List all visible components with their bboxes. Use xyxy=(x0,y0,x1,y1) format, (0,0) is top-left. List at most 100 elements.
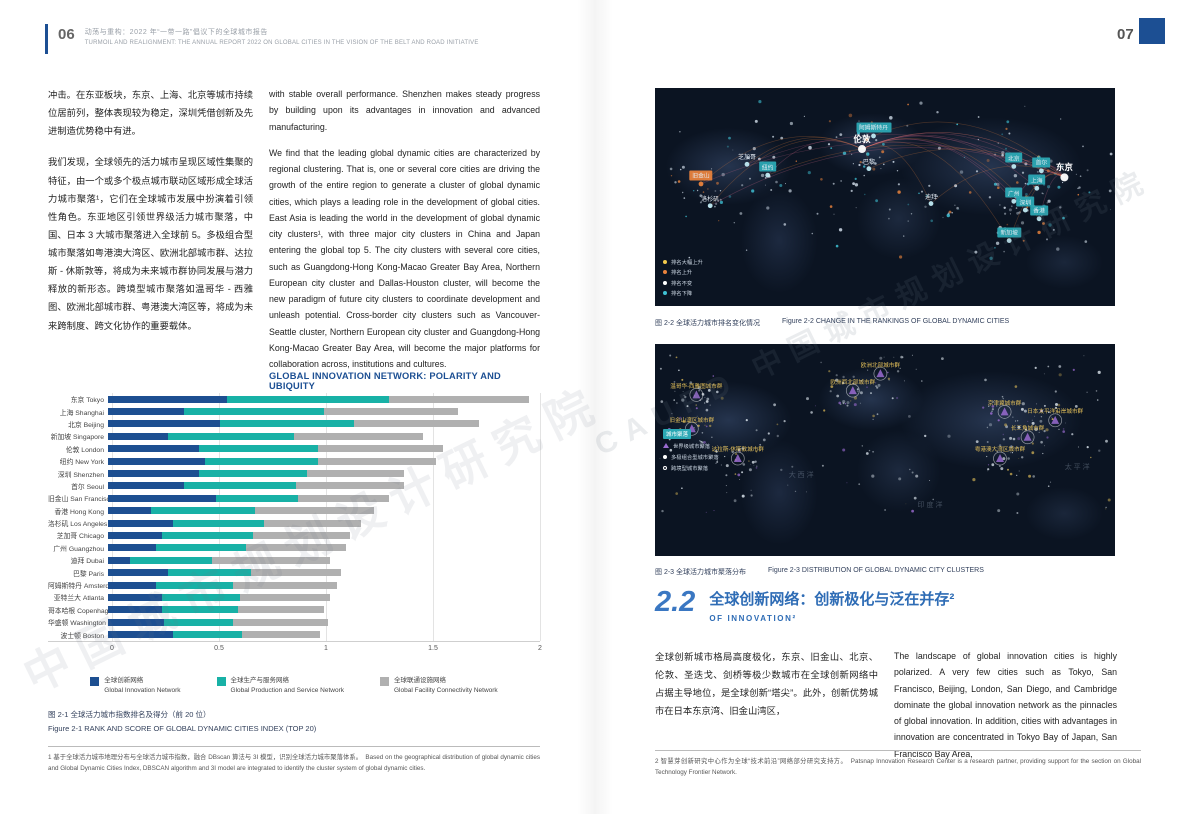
map-cluster-label: 欧洲西北部城市群 xyxy=(830,379,876,386)
bar-segment xyxy=(108,457,206,465)
caption-en: Figure 2-3 DISTRIBUTION OF GLOBAL DYNAMI… xyxy=(768,567,984,574)
map-cluster-label: 粤港澳大湾区城市群 xyxy=(974,447,1026,454)
bar-segment xyxy=(108,395,227,403)
legend-item: 全球生产与服务网络 Global Production and Service N… xyxy=(216,676,344,696)
bar-segment xyxy=(108,470,199,478)
map-cluster-label: 旧金山湾区城市群 xyxy=(669,417,715,424)
gridline xyxy=(112,393,113,641)
legend-swatch xyxy=(90,677,100,686)
map-city-label: 纽约 xyxy=(758,161,777,172)
bar-segment xyxy=(306,470,404,478)
bar-segment xyxy=(108,482,184,490)
stacked-bar xyxy=(108,618,540,626)
bar-segment xyxy=(298,494,389,502)
corner-decoration xyxy=(1139,18,1165,44)
chinese-column: 冲击。在东亚板块，东京、上海、北京等城市持续位居前列，整体表现较为稳定，深圳凭借… xyxy=(48,86,253,373)
bar-segment xyxy=(108,507,152,515)
figure-2-1-chart: 东京 Tokyo 上海 Shanghai 北京 Beijing 新加坡 Singapo… xyxy=(48,393,542,656)
section-number: 2.2 xyxy=(655,586,696,618)
chart-category-label: 首尔 Seoul xyxy=(71,483,104,491)
paragraph: We find that the leading global dynamic … xyxy=(269,147,540,370)
map-cluster-label: 长三角城市群 xyxy=(1010,426,1045,433)
chart-category-label: 巴黎 Paris xyxy=(73,570,104,578)
map-legend-item: 排名不变 xyxy=(663,279,703,287)
bar-segment xyxy=(198,470,307,478)
chart-category-label: 东京 Tokyo xyxy=(70,397,104,405)
bar-segment xyxy=(168,569,251,577)
figure-2-1-caption: 图 2-1 全球活力城市指数排名及得分（前 20 位） Figure 2-1 R… xyxy=(48,708,316,737)
map-legend: 排名大幅上升 排名上升 排名不变 排名下降 xyxy=(663,258,703,297)
caption-zh: 图 2-3 全球活力城市聚落分布 xyxy=(655,569,747,576)
chart-row: 哥本哈根 Copenhagen xyxy=(48,604,540,616)
map-cluster-label: 达拉斯-休斯敦城市群 xyxy=(711,447,764,454)
legend-item: 全球联通设施网络 Global Facility Connectivity Net… xyxy=(380,676,498,696)
chart-category-label: 哥本哈根 Copenhagen xyxy=(48,607,117,615)
map-continents xyxy=(655,344,1115,556)
bar-segment xyxy=(323,408,458,416)
chart-row: 芝加哥 Chicago xyxy=(48,529,540,541)
map-legend-item: 排名下降 xyxy=(663,289,703,297)
legend-label: 全球联通设施网络 Global Facility Connectivity Net… xyxy=(394,677,498,694)
bar-segment xyxy=(254,507,374,515)
stacked-bar xyxy=(108,531,540,539)
map-cluster-label: 京津冀城市群 xyxy=(987,400,1022,407)
report-title-en: TURMOIL AND REALIGNMENT: THE ANNUAL REPO… xyxy=(84,40,479,46)
chart-row: 首尔 Seoul xyxy=(48,480,540,492)
bar-segment xyxy=(250,569,342,577)
stacked-bar xyxy=(108,593,540,601)
bar-segment xyxy=(172,519,264,527)
chart-category-label: 新加坡 Singapore xyxy=(50,434,104,442)
map-city-label: 上海 xyxy=(1027,174,1046,185)
map-legend-item: 跨境型城市聚落 xyxy=(663,464,719,472)
map-city-label: 迪拜 xyxy=(924,194,938,201)
map-cluster-label: 欧洲北部城市群 xyxy=(860,362,900,369)
map-city-label: 广州 xyxy=(1004,187,1023,198)
chart-row: 迪拜 Dubai xyxy=(48,554,540,566)
map-city-label: 深圳 xyxy=(1016,196,1035,207)
x-tick-label: 1 xyxy=(324,644,328,652)
chart-row: 阿姆斯特丹 Amsterdam xyxy=(48,579,540,591)
stacked-bar xyxy=(108,569,540,577)
stacked-bar xyxy=(108,544,540,552)
body-text: 冲击。在东亚板块，东京、上海、北京等城市持续位居前列，整体表现较为稳定，深圳凭借… xyxy=(48,86,540,373)
ocean-label: 大西洋 xyxy=(788,472,816,480)
page-number: 06 xyxy=(58,26,75,43)
bar-segment xyxy=(164,618,234,626)
stacked-bar xyxy=(108,581,540,589)
figure-2-2-caption: 图 2-2 全球活力城市排名变化情况 Figure 2-2 CHANGE IN … xyxy=(655,318,1009,328)
stacked-bar xyxy=(108,457,540,465)
chart-rows: 东京 Tokyo 上海 Shanghai 北京 Beijing 新加坡 Singapo… xyxy=(48,393,540,641)
map-city-label: 洛杉矶 xyxy=(701,196,720,203)
bar-segment xyxy=(172,631,242,639)
legend-label: 全球创新网络 Global Innovation Network xyxy=(104,677,181,694)
bar-segment xyxy=(108,432,169,440)
bar-segment xyxy=(388,395,530,403)
report-title-zh: 动荡与重构：2022 年“一带一路”倡议下的全球城市报告 xyxy=(84,29,268,36)
bar-segment xyxy=(317,457,437,465)
map-city-label: 巴黎 xyxy=(862,159,875,166)
map-city-label: 伦敦 xyxy=(853,133,871,144)
header-titles: 动荡与重构：2022 年“一带一路”倡议下的全球城市报告 TURMOIL AND… xyxy=(85,24,479,46)
map-graphic xyxy=(669,100,1113,260)
bar-segment xyxy=(155,544,247,552)
chart-row: 巴黎 Paris xyxy=(48,566,540,578)
gridline xyxy=(540,393,541,641)
section-title-zh: 全球创新网络：创新极化与泛在并存² xyxy=(709,591,955,608)
stacked-bar xyxy=(108,507,540,515)
chart-category-label: 香港 Hong Kong xyxy=(54,508,105,516)
chart-row: 洛杉矶 Los Angeles xyxy=(48,517,540,529)
body-text: 全球创新城市格局高度极化，东京、旧金山、北京、伦敦、圣迭戈、剑桥等极少数城市在全… xyxy=(655,648,1117,762)
bar-segment xyxy=(233,581,337,589)
map-graphic xyxy=(659,354,1111,514)
stacked-bar xyxy=(108,519,540,527)
bar-segment xyxy=(108,445,199,453)
chart-plot: 东京 Tokyo 上海 Shanghai 北京 Beijing 新加坡 Singapo… xyxy=(48,393,541,642)
stacked-bar xyxy=(108,556,540,564)
chart-category-label: 纽约 New York xyxy=(59,459,104,467)
bar-segment xyxy=(263,519,361,527)
page-06: 06 动荡与重构：2022 年“一带一路”倡议下的全球城市报告 TURMOIL … xyxy=(15,24,612,773)
header-accent-bar xyxy=(45,24,48,54)
bar-segment xyxy=(168,432,294,440)
chart-row: 波士顿 Boston xyxy=(48,628,540,640)
